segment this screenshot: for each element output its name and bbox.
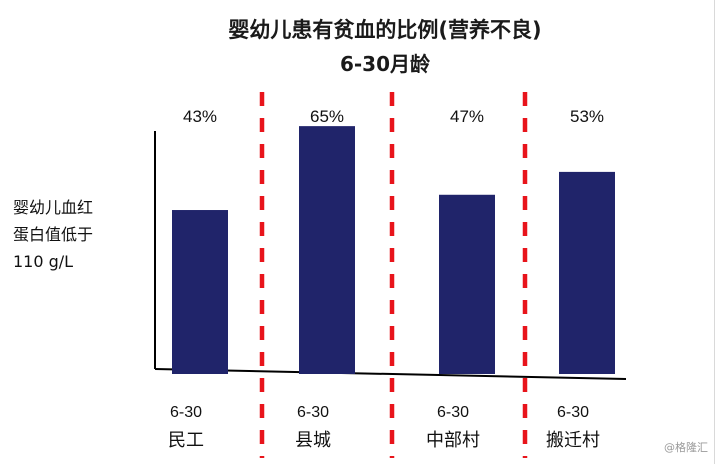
- y-axis-label: 婴幼儿血红 蛋白值低于 110 g/L: [13, 198, 94, 271]
- x-axis: [154, 368, 627, 380]
- bar-3: [559, 171, 615, 374]
- x-tick-age-1: 6-30: [297, 404, 329, 421]
- data-label-0: 43%: [183, 107, 217, 126]
- bar-0: [172, 210, 228, 374]
- x-tick-name-0: 民工: [168, 430, 204, 451]
- right-border-rule: [714, 0, 715, 464]
- bar-2: [439, 194, 495, 374]
- x-tick-age-2: 6-30: [437, 404, 469, 421]
- x-tick-name-2: 中部村: [426, 430, 480, 451]
- data-label-3: 53%: [570, 107, 604, 126]
- watermark: @格隆汇: [664, 441, 708, 454]
- data-label-1: 65%: [310, 107, 344, 126]
- chart-title: 婴幼儿患有贫血的比例(营养不良): [228, 18, 542, 42]
- chart-subtitle: 6-30月龄: [339, 52, 431, 76]
- data-label-2: 47%: [450, 107, 484, 126]
- x-tick-age-0: 6-30: [170, 404, 202, 421]
- bar-1: [299, 126, 355, 374]
- x-tick-age-3: 6-30: [557, 404, 589, 421]
- x-tick-name-3: 搬迁村: [546, 430, 600, 451]
- x-tick-name-1: 县城: [295, 430, 331, 451]
